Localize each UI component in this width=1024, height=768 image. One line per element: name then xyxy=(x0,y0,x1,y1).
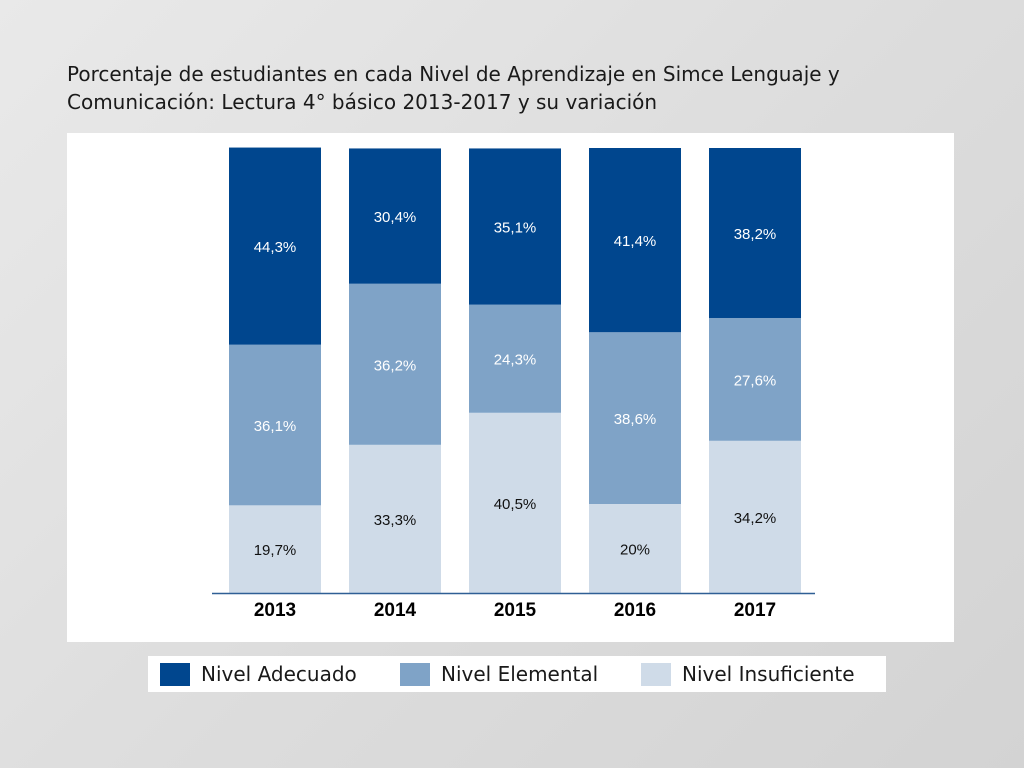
data-label-2016-nivel-adecuado: 41,4% xyxy=(614,233,657,250)
legend-swatch-elemental xyxy=(400,663,430,686)
bar-2014-nivel-elemental xyxy=(349,283,441,445)
data-label-2014-nivel-adecuado: 30,4% xyxy=(374,209,417,226)
data-label-2014-nivel-elemental: 36,2% xyxy=(374,357,417,374)
bar-2014-nivel-adecuado xyxy=(349,148,441,284)
data-label-2013-nivel-adecuado: 44,3% xyxy=(254,239,297,256)
data-label-2017-nivel-adecuado: 38,2% xyxy=(734,226,777,243)
legend-label-elemental: Nivel Elemental xyxy=(441,662,599,686)
x-tick-label-2017: 2017 xyxy=(734,600,776,621)
bar-2016-nivel-insuficiente xyxy=(589,504,681,593)
bar-2016-nivel-elemental xyxy=(589,332,681,504)
data-label-2016-nivel-insuficiente: 20% xyxy=(620,542,650,559)
x-tick-label-2016: 2016 xyxy=(614,600,656,621)
legend-swatch-adecuado xyxy=(160,663,190,686)
bar-2013-nivel-insuficiente xyxy=(229,505,321,593)
data-label-2013-nivel-insuficiente: 19,7% xyxy=(254,542,297,559)
data-label-2013-nivel-elemental: 36,1% xyxy=(254,418,297,435)
bar-2016-nivel-adecuado xyxy=(589,148,681,333)
legend: Nivel Adecuado Nivel Elemental Nivel Ins… xyxy=(148,656,886,692)
x-tick-label-2015: 2015 xyxy=(494,600,537,621)
stacked-bar-chart: 19,7% 36,1% 44,3% 33,3% 36,2% 30,4% 40,5% 24,3%… xyxy=(212,147,815,621)
data-label-2015-nivel-insuficiente: 40,5% xyxy=(494,496,537,513)
bars-group xyxy=(229,147,801,593)
data-label-2015-nivel-elemental: 24,3% xyxy=(494,352,537,369)
data-label-2014-nivel-insuficiente: 33,3% xyxy=(374,512,417,529)
bar-2017-nivel-adecuado xyxy=(709,148,801,318)
bar-2015-nivel-insuficiente xyxy=(469,412,561,593)
legend-swatch-insuficiente xyxy=(641,663,671,686)
data-labels-group: 19,7% 36,1% 44,3% 33,3% 36,2% 30,4% 40,5% 24,3%… xyxy=(254,209,777,559)
bar-2017-nivel-elemental xyxy=(709,317,801,441)
bar-2013-nivel-elemental xyxy=(229,344,321,506)
x-tick-labels-group: 2013 2014 2015 2016 2017 xyxy=(254,600,776,621)
bar-2015-nivel-adecuado xyxy=(469,148,561,305)
bar-2015-nivel-elemental xyxy=(469,304,561,413)
data-label-2016-nivel-elemental: 38,6% xyxy=(614,411,657,428)
legend-label-insuficiente: Nivel Insuficiente xyxy=(682,662,855,686)
x-tick-label-2013: 2013 xyxy=(254,600,296,621)
data-label-2015-nivel-adecuado: 35,1% xyxy=(494,220,537,237)
data-label-2017-nivel-elemental: 27,6% xyxy=(734,372,777,389)
chart-title: Porcentaje de estudiantes en cada Nivel … xyxy=(67,62,840,114)
bar-2017-nivel-insuficiente xyxy=(709,440,801,593)
data-label-2017-nivel-insuficiente: 34,2% xyxy=(734,510,777,527)
bar-2013-nivel-adecuado xyxy=(229,147,321,345)
legend-label-adecuado: Nivel Adecuado xyxy=(201,662,357,686)
x-tick-label-2014: 2014 xyxy=(374,600,417,621)
bar-2014-nivel-insuficiente xyxy=(349,444,441,593)
